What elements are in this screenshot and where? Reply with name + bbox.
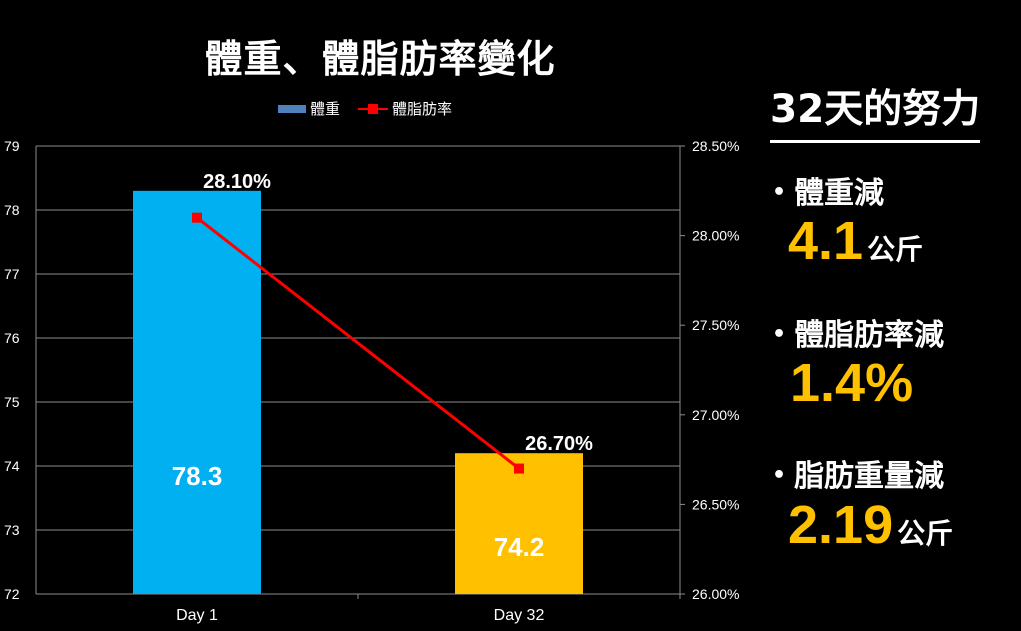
summary-item-bodyfat-label: • 體脂肪率減 <box>772 318 945 353</box>
summary-label-1: 體重減 <box>794 176 885 211</box>
summary-value-3: 2.19 <box>788 495 894 555</box>
bar-data-label: 78.3 <box>172 461 223 491</box>
y-right-tick-label: 27.00% <box>692 407 739 423</box>
bodyfat-line <box>196 216 520 470</box>
y-right-tick-label: 28.50% <box>692 138 739 154</box>
y-left-tick-label: 74 <box>4 458 20 474</box>
y-left-tick-label: 75 <box>4 394 20 410</box>
summary-item-bodyfat-value: 1.4% <box>790 352 917 414</box>
y-left-tick-label: 77 <box>4 266 20 282</box>
y-left-tick-label: 72 <box>4 586 20 602</box>
summary-label-2: 體脂肪率減 <box>794 318 945 353</box>
legend-line-swatch <box>358 103 389 114</box>
y-left-tick-label: 79 <box>4 138 20 154</box>
x-tick-label: Day 1 <box>176 607 218 624</box>
legend-label-bodyfat: 體脂肪率 <box>392 100 453 118</box>
y-right-tick-label: 27.50% <box>692 317 739 333</box>
y-right-tick-label: 26.00% <box>692 586 739 602</box>
bar <box>133 190 261 595</box>
y-left-tick-label: 78 <box>4 202 20 218</box>
y-right-tick-label: 28.00% <box>692 228 739 244</box>
summary-item-weight-label: • 體重減 <box>772 176 885 211</box>
legend-bar-swatch <box>278 104 306 113</box>
bar-data-label: 74.2 <box>494 532 545 562</box>
chart-title: 體重、體脂肪率變化 <box>204 37 556 81</box>
summary-item-weight-value: 4.1 公斤 <box>788 210 923 272</box>
summary-item-fatmass-value: 2.19 公斤 <box>788 494 953 556</box>
bodyfat-data-label: 26.70% <box>525 433 593 455</box>
summary-unit-1: 公斤 <box>867 233 924 266</box>
bar <box>455 453 583 594</box>
summary-label-3: 脂肪重量減 <box>794 459 945 494</box>
bodyfat-marker <box>514 463 524 474</box>
summary-item-fatmass-label: • 脂肪重量減 <box>772 459 945 494</box>
chart-legend: 體重 體脂肪率 <box>278 98 452 119</box>
x-tick-label: Day 32 <box>494 607 545 624</box>
summary-title: 32天的努力 <box>770 78 981 143</box>
legend-label-weight: 體重 <box>310 100 341 118</box>
y-left-tick-label: 76 <box>4 330 20 346</box>
bodyfat-data-label: 28.10% <box>203 171 271 193</box>
summary-value-1: 4.1 <box>788 211 864 271</box>
y-right-tick-label: 26.50% <box>692 496 739 512</box>
summary-value-2: 1.4% <box>790 353 914 413</box>
y-left-tick-label: 73 <box>4 522 20 538</box>
summary-unit-3: 公斤 <box>897 517 954 550</box>
bodyfat-marker <box>192 212 202 223</box>
